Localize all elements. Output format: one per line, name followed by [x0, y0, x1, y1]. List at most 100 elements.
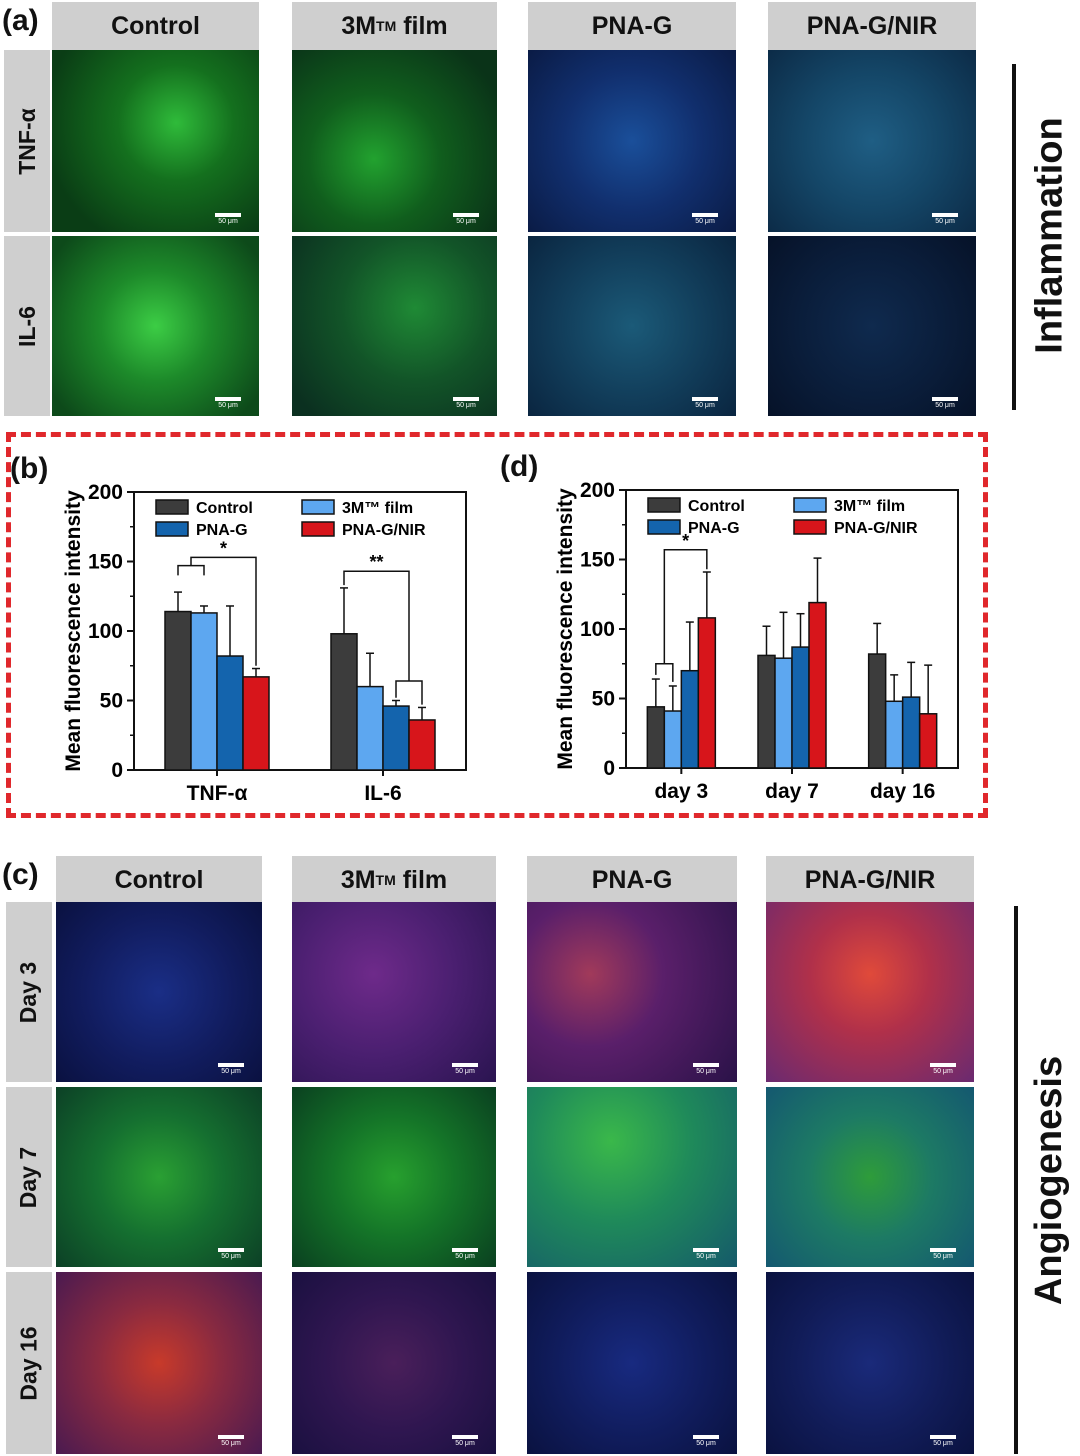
micrograph-day3-control: 50 μm — [56, 902, 262, 1082]
chart-region-border — [6, 432, 988, 818]
legend-label: 3M™ film — [834, 498, 905, 515]
micrograph-tnf-pna-g-nir: 50 μm — [768, 50, 976, 232]
bar — [190, 612, 218, 771]
y-tick-label: 100 — [88, 620, 123, 643]
inflammation-title-box: Inflammation — [1022, 60, 1078, 410]
scale-bar: 50 μm — [693, 1248, 719, 1261]
col-head-3m-film: 3M TM film — [292, 2, 497, 50]
scale-bar: 50 μm — [215, 213, 241, 226]
micrograph-tnf-3m: 50 μm — [292, 50, 497, 232]
row-head-day7: Day 7 — [6, 1087, 52, 1267]
row-head-day3: Day 3 — [6, 902, 52, 1082]
bar — [663, 710, 683, 769]
micrograph-day3-pna-g-nir: 50 μm — [766, 902, 974, 1082]
scale-bar: 50 μm — [452, 1248, 478, 1261]
panel-a-label: (a) — [2, 4, 39, 37]
bar — [867, 653, 887, 769]
legend-label: Control — [196, 500, 253, 517]
angiogenesis-title-box: Angiogenesis — [1022, 920, 1078, 1440]
scale-bar: 50 μm — [452, 1435, 478, 1448]
scale-bar: 50 μm — [692, 397, 718, 410]
y-tick-label: 50 — [100, 690, 123, 713]
scale-bar: 50 μm — [218, 1248, 244, 1261]
sig-marker: ** — [369, 552, 383, 572]
sig-bracket — [663, 549, 708, 664]
y-tick-label: 0 — [111, 759, 123, 782]
legend-label: PNA-G/NIR — [342, 522, 426, 539]
legend-swatch — [793, 519, 827, 535]
legend-swatch — [155, 499, 189, 515]
sig-bracket — [190, 556, 257, 666]
micrograph-day3-3m: 50 μm — [292, 902, 496, 1082]
y-tick-label: 150 — [580, 549, 615, 572]
col-head-pna-g-nir: PNA-G/NIR — [768, 2, 976, 50]
bar — [791, 646, 810, 769]
scale-bar: 50 μm — [452, 1063, 478, 1076]
col-head-control-c: Control — [56, 856, 262, 904]
scale-bar: 50 μm — [453, 213, 479, 226]
micrograph-il6-3m: 50 μm — [292, 236, 497, 416]
legend-label: PNA-G/NIR — [834, 520, 918, 537]
col-head-3m-sup-c: TM — [375, 872, 396, 888]
col-head-3m-rest: film — [396, 11, 448, 40]
bar — [774, 657, 793, 769]
bar — [646, 706, 666, 769]
y-tick-label: 50 — [592, 688, 615, 711]
x-tick-label: day 7 — [765, 780, 819, 803]
bar — [216, 655, 244, 771]
y-tick-label: 150 — [88, 551, 123, 574]
y-tick-label: 200 — [88, 481, 123, 504]
col-head-3m-rest-c: film — [395, 865, 448, 894]
y-tick-label: 200 — [580, 479, 615, 502]
bar — [164, 610, 192, 771]
scale-bar: 50 μm — [218, 1435, 244, 1448]
angiogenesis-title: Angiogenesis — [1028, 1055, 1071, 1305]
legend-label: PNA-G — [688, 520, 740, 537]
col-head-control: Control — [52, 2, 259, 50]
bar — [918, 713, 938, 769]
bar — [808, 601, 827, 769]
row-head-il6: IL-6 — [4, 236, 50, 416]
micrograph-day16-control: 50 μm — [56, 1272, 262, 1454]
bar — [408, 719, 436, 771]
sig-marker: * — [682, 531, 689, 551]
row-label-day3: Day 3 — [15, 961, 42, 1023]
row-label-day7: Day 7 — [15, 1146, 42, 1208]
col-head-pna-g-nir-c: PNA-G/NIR — [766, 856, 974, 904]
micrograph-il6-pna-g: 50 μm — [528, 236, 736, 416]
legend-label: Control — [688, 498, 745, 515]
legend-swatch — [155, 521, 189, 537]
sig-bracket — [177, 564, 205, 576]
legend-swatch — [301, 521, 335, 537]
bar — [242, 676, 270, 771]
bar — [382, 705, 410, 771]
scale-bar: 50 μm — [932, 397, 958, 410]
angiogenesis-rule — [1014, 906, 1018, 1454]
micrograph-il6-pna-g-nir: 50 μm — [768, 236, 976, 416]
inflammation-rule — [1012, 64, 1016, 410]
col-head-pna-g-c: PNA-G — [527, 856, 737, 904]
micrograph-day7-pna-g: 50 μm — [527, 1087, 737, 1267]
scale-bar: 50 μm — [215, 397, 241, 410]
col-head-3m-film-c: 3M TM film — [292, 856, 496, 904]
y-axis-label: Mean fluorescence intensity — [62, 490, 85, 772]
x-tick-label: day 3 — [654, 780, 708, 803]
scale-bar: 50 μm — [693, 1063, 719, 1076]
scale-bar: 50 μm — [692, 213, 718, 226]
panel-b-label: (b) — [10, 452, 49, 485]
sig-bracket — [343, 570, 410, 682]
micrograph-day16-3m: 50 μm — [292, 1272, 496, 1454]
col-head-3m-base-c: 3M — [340, 865, 376, 894]
bar — [330, 633, 358, 771]
bar — [757, 654, 776, 769]
micrograph-day3-pna-g: 50 μm — [527, 902, 737, 1082]
row-label-tnf: TNF-α — [13, 107, 40, 175]
x-tick-label: TNF-α — [187, 782, 248, 805]
scale-bar: 50 μm — [218, 1063, 244, 1076]
col-head-pna-g: PNA-G — [528, 2, 736, 50]
micrograph-tnf-control: 50 μm — [52, 50, 259, 232]
row-head-tnf: TNF-α — [4, 50, 50, 232]
col-head-3m-base: 3M — [341, 11, 377, 40]
